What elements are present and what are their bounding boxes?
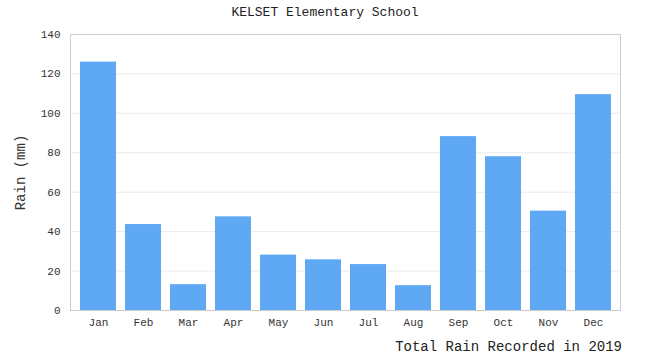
svg-text:140: 140 — [41, 29, 61, 41]
svg-text:Oct: Oct — [494, 317, 514, 329]
svg-text:80: 80 — [47, 147, 60, 159]
svg-text:Nov: Nov — [539, 317, 559, 329]
svg-text:Rain (mm): Rain (mm) — [13, 135, 29, 211]
svg-text:Jul: Jul — [359, 317, 379, 329]
svg-text:20: 20 — [47, 266, 60, 278]
svg-text:Feb: Feb — [134, 317, 154, 329]
svg-text:Apr: Apr — [224, 317, 244, 329]
svg-text:60: 60 — [47, 187, 60, 199]
svg-text:May: May — [269, 317, 289, 329]
svg-text:40: 40 — [47, 226, 60, 238]
svg-text:Jun: Jun — [314, 317, 334, 329]
svg-text:120: 120 — [41, 68, 61, 80]
svg-text:Aug: Aug — [404, 317, 424, 329]
svg-text:Sep: Sep — [449, 317, 469, 329]
svg-text:100: 100 — [41, 108, 61, 120]
svg-text:Dec: Dec — [584, 317, 604, 329]
svg-text:Mar: Mar — [179, 317, 199, 329]
svg-text:0: 0 — [54, 305, 61, 317]
html-text:Total Rain Recorded in 2019: Total Rain Recorded in 2019 — [395, 339, 622, 355]
svg-text:Jan: Jan — [89, 317, 109, 329]
html-text:KELSET Elementary School: KELSET Elementary School — [231, 5, 419, 20]
